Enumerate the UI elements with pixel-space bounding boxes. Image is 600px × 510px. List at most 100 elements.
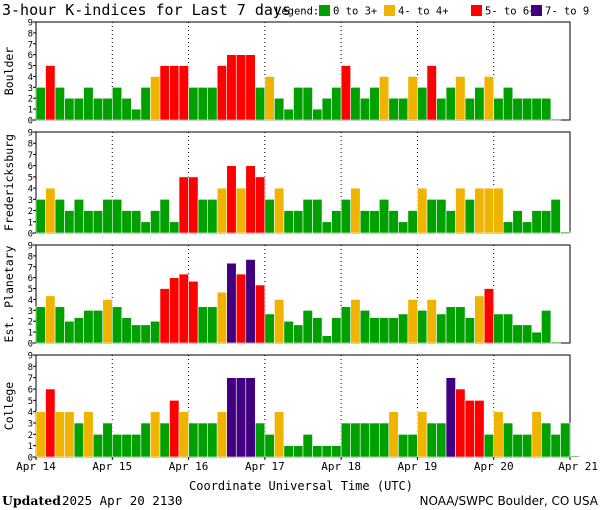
y-tick-label: 1: [28, 329, 33, 339]
kindex-bar: [197, 306, 208, 344]
kindex-bar: [436, 422, 447, 458]
kindex-bar: [293, 210, 304, 234]
kindex-bar: [455, 306, 466, 344]
kindex-bar: [207, 306, 218, 344]
y-tick-label: 3: [28, 307, 33, 317]
panel-label: College: [2, 382, 16, 431]
kindex-bar: [92, 97, 104, 121]
panel-college: 0 123 456 789 College: [2, 352, 580, 464]
y-tick-label: 6: [28, 162, 33, 172]
panel-label: Boulder: [2, 47, 16, 96]
kindex-bar: [502, 422, 514, 458]
y-tick-label: 0: [28, 117, 33, 127]
kindex-bar: [417, 187, 428, 234]
kindex-bar: [140, 221, 151, 234]
kindex-bar: [350, 299, 361, 344]
y-tick-label: 4: [28, 296, 33, 306]
kindex-bar: [293, 324, 304, 344]
kindex-bar: [398, 313, 409, 344]
kindex-bar: [483, 187, 495, 234]
legend-label-2: 4- to 4+: [398, 6, 449, 18]
kindex-bar: [54, 306, 65, 344]
kindex-bar: [245, 377, 256, 458]
y-tick-label: 4: [28, 408, 33, 418]
kindex-bar: [216, 291, 228, 344]
kindex-bar: [73, 317, 84, 344]
kindex-bar: [121, 97, 132, 121]
x-tick-label: Apr 19: [398, 460, 438, 473]
kindex-bar: [369, 87, 380, 121]
kindex-bar: [493, 411, 504, 458]
y-tick-label: 4: [28, 185, 33, 195]
kindex-bar: [188, 87, 199, 121]
y-tick-label: 2: [28, 207, 33, 217]
kindex-bar: [445, 87, 456, 121]
kindex-bar: [169, 277, 180, 344]
kindex-bar: [73, 422, 84, 458]
kindex-bar: [54, 87, 65, 121]
kindex-bar: [274, 97, 285, 121]
legend-label-3: 5- to 6+: [485, 6, 536, 18]
kindex-bar: [445, 306, 456, 344]
kindex-bar: [45, 65, 56, 121]
kindex-bar: [474, 400, 485, 458]
kindex-bar: [502, 313, 514, 344]
y-tick-label: 6: [28, 386, 33, 396]
kindex-bar: [502, 221, 514, 234]
kindex-bar: [445, 210, 456, 234]
kindex-bar: [283, 210, 294, 234]
kindex-bar: [474, 187, 485, 234]
y-tick-label: 8: [28, 252, 33, 262]
kindex-bar: [131, 210, 142, 234]
kindex-bar: [531, 331, 542, 344]
kindex-bar: [378, 422, 390, 458]
kindex-bar: [369, 317, 380, 344]
kindex-bar: [512, 324, 523, 344]
kindex-bar: [321, 335, 332, 344]
kindex-bar: [369, 422, 380, 458]
kindex-bar: [398, 434, 409, 458]
kindex-bar: [388, 97, 399, 121]
kindex-bar: [207, 199, 218, 234]
kindex-bar: [512, 434, 523, 458]
kindex-bar: [312, 317, 323, 344]
kindex-bar: [83, 210, 94, 234]
kindex-bar: [131, 324, 142, 344]
kindex-bar: [331, 87, 342, 121]
kindex-bar: [302, 310, 313, 344]
kindex-bar: [102, 299, 113, 344]
chart-title: 3-hour K-indices for Last 7 days: [2, 1, 291, 19]
kindex-bar: [522, 434, 533, 458]
kindex-bar: [45, 388, 56, 458]
kindex-bar: [283, 320, 294, 344]
kindex-bar: [417, 87, 428, 121]
x-tick-label: Apr 18: [321, 460, 361, 473]
kindex-bar: [436, 97, 447, 121]
kindex-bar: [340, 199, 351, 234]
kindex-bar: [550, 434, 561, 458]
x-tick-label: Apr 17: [245, 460, 285, 473]
kindex-bar: [245, 165, 256, 234]
kindex-bar: [493, 313, 504, 344]
kindex-bar: [417, 411, 428, 458]
y-tick-label: 5: [28, 285, 33, 295]
legend-label-4: 7- to 9: [545, 6, 589, 18]
updated-label: Updated: [2, 493, 61, 508]
kindex-bar: [150, 320, 161, 344]
kindex-bar: [197, 199, 208, 234]
kindex-bar: [455, 76, 466, 121]
kindex-bar: [321, 97, 332, 121]
kindex-bar: [340, 65, 351, 121]
y-tick-label: 9: [28, 129, 33, 139]
kindex-bar: [235, 273, 247, 344]
x-axis-title: Coordinate Universal Time (UTC): [189, 479, 413, 493]
kindex-bar: [541, 310, 552, 344]
y-tick-label: 0: [28, 230, 33, 240]
kindex-bar: [302, 434, 313, 458]
kindex-bar: [455, 187, 466, 234]
kindex-bar: [493, 97, 504, 121]
kindex-bar: [111, 434, 123, 458]
kindex-bar: [274, 411, 285, 458]
kindex-bar: [293, 445, 304, 458]
